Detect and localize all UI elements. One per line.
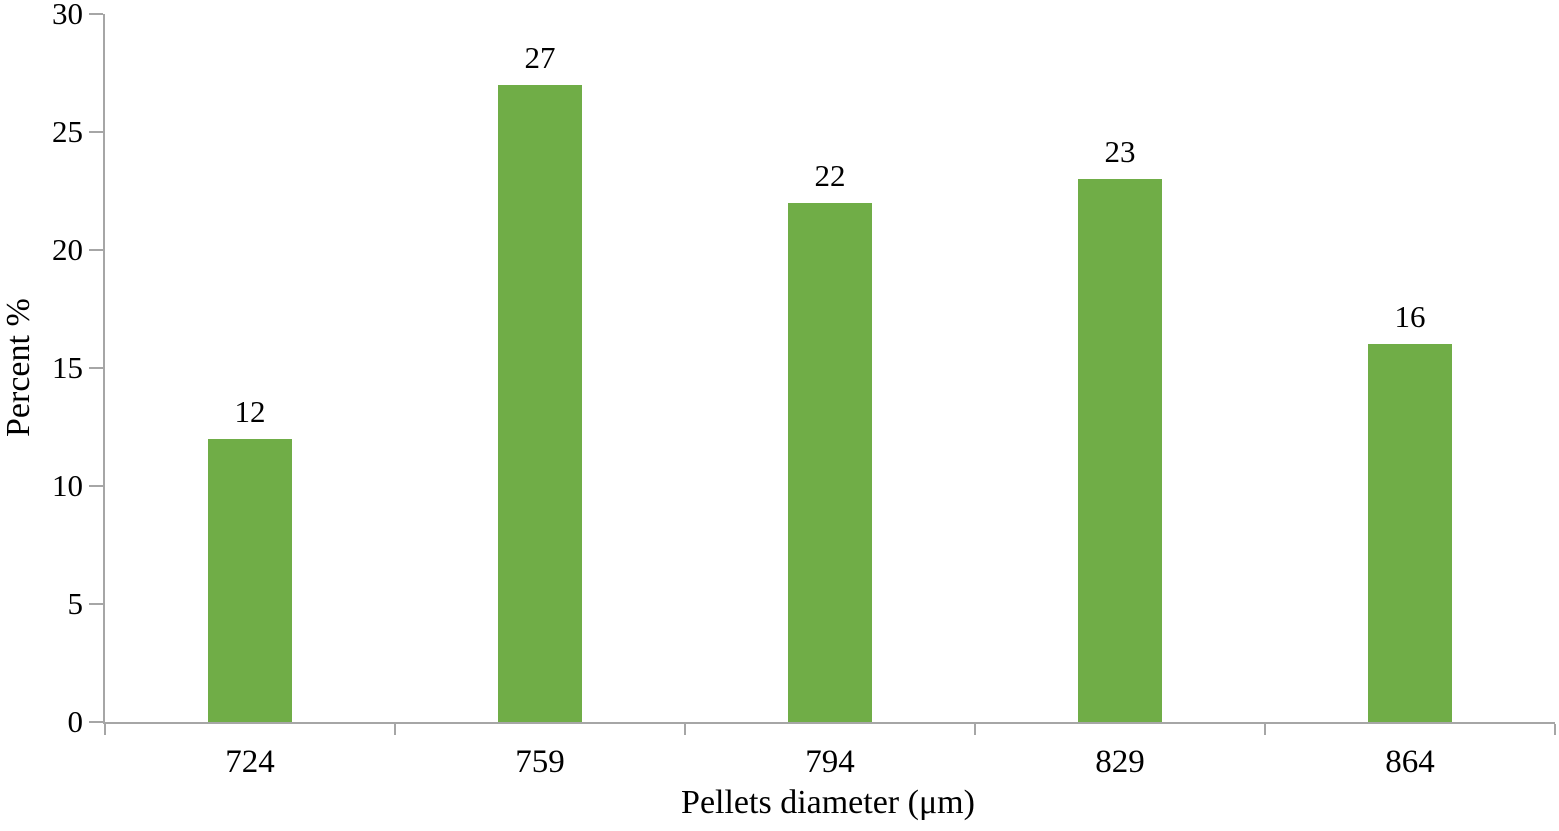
y-axis-tick-label: 10 — [52, 468, 83, 503]
x-axis-tick — [1554, 724, 1556, 735]
y-axis-tick — [89, 131, 103, 133]
x-axis-title: Pellets diameter (μm) — [681, 784, 975, 821]
y-axis-tick-label: 0 — [67, 704, 84, 739]
x-axis-category-label: 864 — [1385, 744, 1435, 780]
x-axis-tick — [394, 724, 396, 735]
y-axis-tick — [89, 485, 103, 487]
y-axis-tick — [89, 367, 103, 369]
y-axis-tick-label: 20 — [52, 232, 83, 267]
y-axis-tick-label: 30 — [52, 0, 83, 31]
bar — [1078, 179, 1162, 722]
y-axis-tick-label: 15 — [52, 350, 83, 385]
bar — [1368, 344, 1452, 722]
bar-value-label: 16 — [1394, 299, 1426, 335]
y-axis-tick — [89, 249, 103, 251]
y-axis-tick — [89, 603, 103, 605]
x-axis-tick — [974, 724, 976, 735]
plot-area: 0 5 10 15 20 25 30 12 724 27 759 22 794 23 829 16 864 — [52, 0, 1556, 780]
bar — [498, 84, 582, 722]
bar-value-label: 27 — [524, 39, 556, 75]
y-axis-tick-label: 25 — [52, 114, 83, 149]
x-axis-tick — [684, 724, 686, 735]
y-axis-tick — [89, 13, 103, 15]
x-axis-category-label: 829 — [1095, 744, 1145, 780]
bar — [788, 202, 872, 722]
y-axis-tick — [89, 721, 103, 723]
x-axis-tick — [104, 724, 106, 735]
bar — [208, 438, 292, 722]
y-axis-tick-label: 5 — [67, 586, 84, 621]
bar-value-label: 22 — [814, 157, 846, 193]
x-axis-category-label: 759 — [515, 744, 565, 780]
x-axis-category-label: 724 — [225, 744, 275, 780]
x-axis-category-label: 794 — [805, 744, 855, 780]
bar-value-label: 12 — [234, 393, 266, 429]
x-axis-tick — [1264, 724, 1266, 735]
bar-value-label: 23 — [1104, 134, 1136, 170]
